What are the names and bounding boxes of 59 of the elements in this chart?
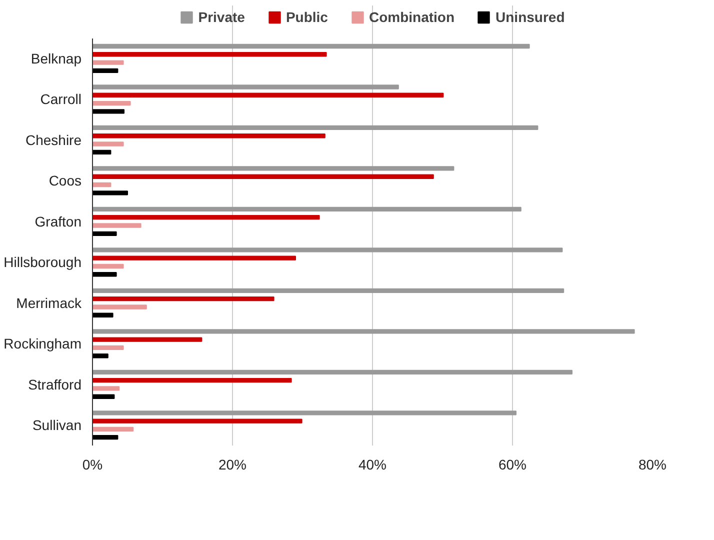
bar xyxy=(92,312,114,318)
bar xyxy=(92,394,115,399)
x-tick-label: 80% xyxy=(638,456,667,472)
bar xyxy=(92,134,326,138)
bar xyxy=(92,174,434,179)
bar xyxy=(92,109,124,114)
legend-label: Combination xyxy=(368,9,455,25)
bar xyxy=(92,378,292,383)
bar xyxy=(92,182,112,188)
bar xyxy=(92,304,147,310)
bar xyxy=(92,84,399,90)
bar xyxy=(92,248,563,252)
bar xyxy=(92,100,131,106)
bar xyxy=(92,256,296,260)
bar xyxy=(92,206,522,212)
bar xyxy=(92,386,120,391)
y-tick-label: Hillsborough xyxy=(4,254,82,270)
bar xyxy=(92,190,128,196)
bar xyxy=(92,418,302,424)
bar xyxy=(92,166,454,171)
bar xyxy=(92,231,117,236)
bar xyxy=(92,52,327,57)
x-tick-label: 40% xyxy=(358,456,387,472)
y-tick-label: Strafford xyxy=(28,376,82,392)
bar xyxy=(92,435,118,440)
legend-label: Public xyxy=(286,9,328,25)
y-tick-label: Belknap xyxy=(30,50,82,66)
y-tick-label: Carroll xyxy=(40,91,82,108)
bar xyxy=(92,215,320,220)
legend-label: Private xyxy=(198,9,245,25)
y-tick-label: Merrimack xyxy=(16,294,82,311)
y-tick-label: Rockingham xyxy=(4,336,82,352)
bar xyxy=(92,60,124,65)
bar xyxy=(92,329,635,334)
y-tick-label: Sullivan xyxy=(32,417,82,434)
bar xyxy=(92,272,117,277)
bar xyxy=(92,370,572,374)
y-tick-label: Grafton xyxy=(34,213,82,230)
bar xyxy=(92,296,274,302)
bar xyxy=(92,92,444,98)
x-tick-label: 0% xyxy=(82,456,103,472)
x-tick-label: 20% xyxy=(218,456,247,472)
bar xyxy=(92,44,530,49)
bar xyxy=(92,345,124,350)
bar xyxy=(92,68,118,74)
bar xyxy=(92,125,538,130)
bar xyxy=(92,288,564,294)
legend-label: Uninsured xyxy=(496,9,565,25)
bar xyxy=(92,142,124,146)
bar xyxy=(92,410,516,416)
bar xyxy=(92,354,108,358)
x-tick-label: 60% xyxy=(498,456,527,472)
y-tick-label: Cheshire xyxy=(25,132,82,148)
bar xyxy=(92,264,124,269)
y-tick-label: Coos xyxy=(48,172,82,189)
bar xyxy=(92,426,134,432)
bar xyxy=(92,337,202,342)
bar xyxy=(92,150,112,154)
bar xyxy=(92,223,142,228)
